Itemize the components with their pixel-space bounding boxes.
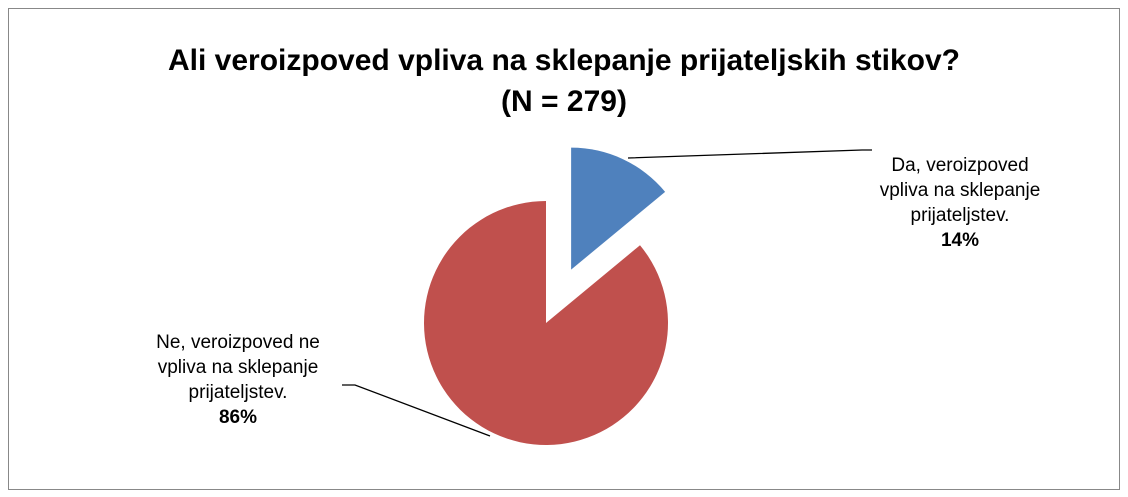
slice-label: Da, veroizpoved vpliva na sklepanje prij…	[865, 153, 1055, 253]
slice-label-value: 14%	[940, 230, 980, 251]
leader-line	[342, 384, 491, 437]
pie-slice	[571, 147, 666, 270]
pie-slice	[424, 200, 668, 445]
slice-label: Ne, veroizpoved ne vpliva na sklepanje p…	[143, 330, 333, 430]
slice-label-name: Da, veroizpoved vpliva na sklepanje prij…	[879, 155, 1041, 226]
chart-subtitle: (N = 279)	[501, 85, 627, 118]
slice-label-value: 86%	[218, 407, 258, 428]
leader-line	[627, 149, 872, 159]
slice-label-name: Ne, veroizpoved ne vpliva na sklepanje p…	[156, 332, 320, 403]
chart-title: Ali veroizpoved vpliva na sklepanje prij…	[168, 44, 960, 77]
